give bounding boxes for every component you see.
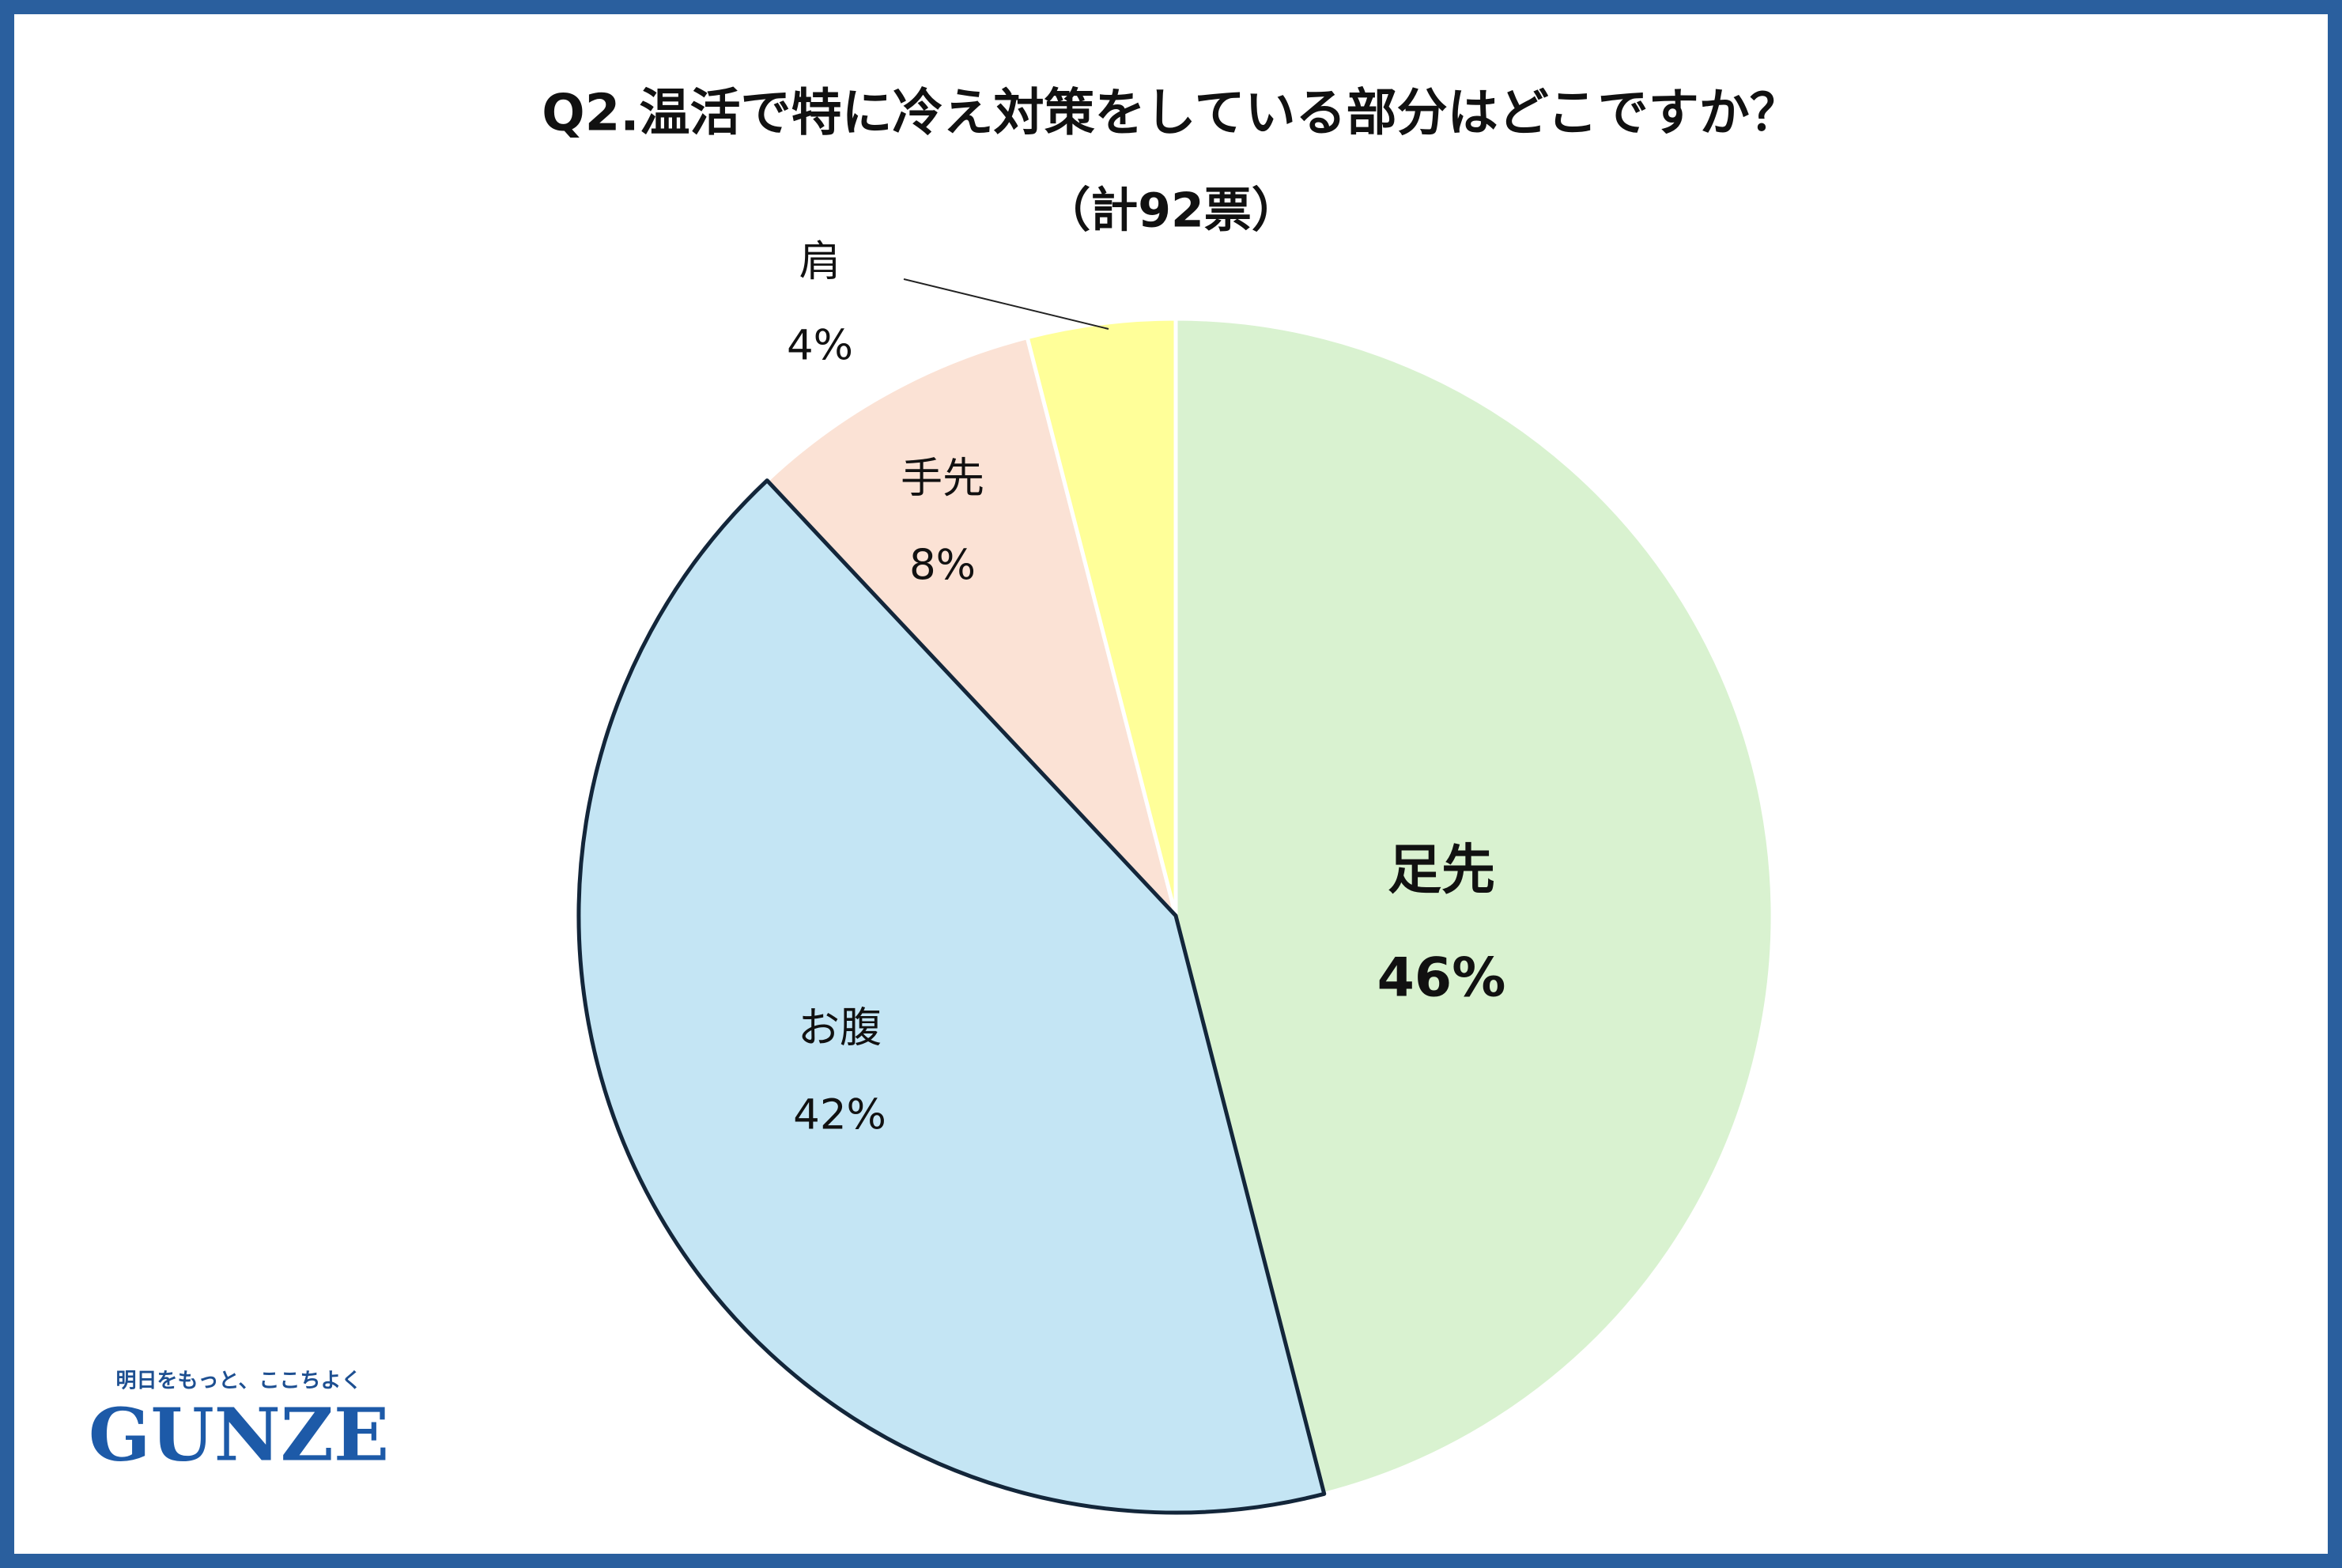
- slice-label: 足先: [1388, 840, 1495, 902]
- leader-line: [903, 278, 1109, 330]
- pie: [576, 316, 1775, 1515]
- logo-tagline: 明日をもっと、ここちよく: [116, 1370, 362, 1393]
- value-label: 42%: [793, 1091, 886, 1139]
- pie-slice: [765, 335, 1178, 918]
- slice-label: お腹: [798, 1004, 882, 1052]
- value-label: 46%: [1377, 947, 1506, 1010]
- pie-slice: [576, 478, 1327, 1515]
- pie-slice: [1173, 316, 1775, 1496]
- pie-slice: [1025, 316, 1178, 918]
- chart-title: Q2.温活で特に冷え対策をしている部分はどこですか？: [542, 85, 1800, 143]
- slice-label: 肩: [799, 238, 841, 286]
- chart-subtitle: （計92票）: [1043, 183, 1299, 239]
- value-label: 4%: [787, 322, 853, 370]
- logo-brand: GUNZE: [89, 1392, 389, 1478]
- slice-label: 手先: [901, 455, 984, 503]
- labels: 足先 46% お腹 42% 手先 8% 肩 4%: [787, 238, 1505, 1139]
- value-label: 8%: [909, 542, 976, 590]
